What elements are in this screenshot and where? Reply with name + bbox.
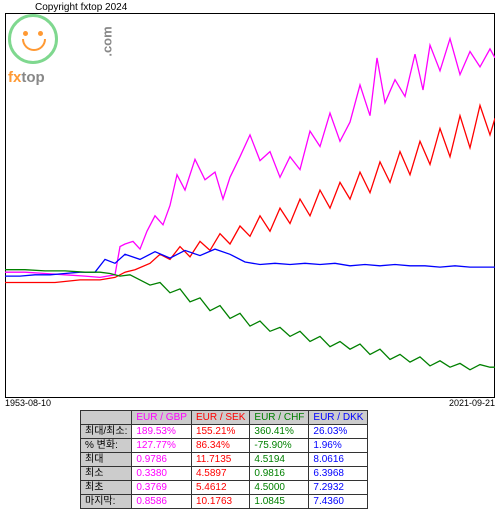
x-axis-start: 1953-08-10 [5,398,51,408]
table-corner [81,411,132,425]
table-cell: 1.0845 [250,495,309,509]
table-cell: 11.7135 [191,453,249,467]
table-cell: -75.90% [250,439,309,453]
col-header: EUR / DKK [309,411,368,425]
table-cell: 6.3968 [309,467,368,481]
table-cell: 0.3769 [132,481,192,495]
table-cell: 26.03% [309,425,368,439]
x-axis-end: 2021-09-21 [449,398,495,408]
table-cell: 5.4612 [191,481,249,495]
table-cell: 4.5194 [250,453,309,467]
row-label: 최소 [81,467,132,481]
col-header: EUR / SEK [191,411,249,425]
table-cell: 189.53% [132,425,192,439]
series-eur---sek [5,105,495,282]
table-cell: 0.9816 [250,467,309,481]
table-cell: 0.3380 [132,467,192,481]
currency-chart [5,13,495,398]
table-cell: 86.34% [191,439,249,453]
table-cell: 10.1763 [191,495,249,509]
row-label: % 변화: [81,439,132,453]
row-label: 최초 [81,481,132,495]
table-cell: 7.4360 [309,495,368,509]
table-cell: 4.5000 [250,481,309,495]
table-cell: 1.96% [309,439,368,453]
stats-table: EUR / GBPEUR / SEKEUR / CHFEUR / DKK 최대/최… [80,410,368,509]
col-header: EUR / GBP [132,411,192,425]
table-cell: 360.41% [250,425,309,439]
table-cell: 4.5897 [191,467,249,481]
table-cell: 0.9786 [132,453,192,467]
table-cell: 0.8586 [132,495,192,509]
table-cell: 127.77% [132,439,192,453]
row-label: 최대 [81,453,132,467]
table-cell: 8.0616 [309,453,368,467]
row-label: 최대/최소: [81,425,132,439]
series-eur---gbp [5,39,495,278]
table-cell: 7.2932 [309,481,368,495]
series-eur---chf [5,270,495,370]
copyright-text: Copyright fxtop 2024 [35,2,127,13]
row-label: 마지막: [81,495,132,509]
col-header: EUR / CHF [250,411,309,425]
table-cell: 155.21% [191,425,249,439]
